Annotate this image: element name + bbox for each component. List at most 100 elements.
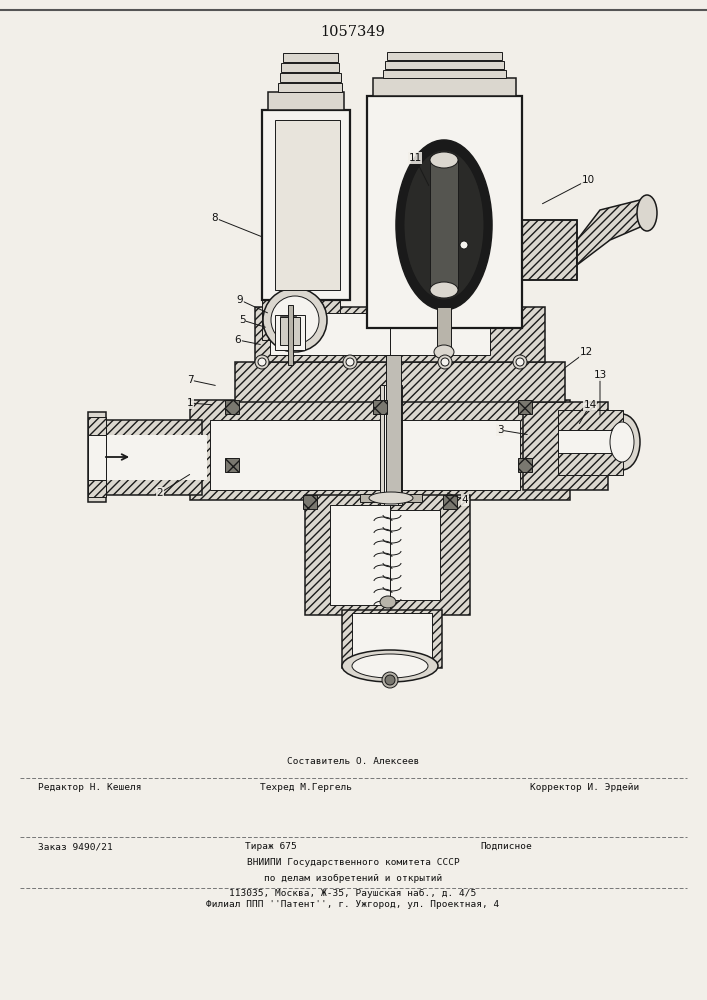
Bar [281,63,339,72]
Ellipse shape [460,241,468,249]
Bar [330,505,390,605]
Bar [88,412,106,502]
Bar [523,402,608,490]
Ellipse shape [441,358,449,366]
Bar [92,435,207,480]
Bar [283,53,337,62]
Bar [279,73,341,82]
Bar [373,78,516,96]
Ellipse shape [369,492,413,504]
Text: Подписное: Подписное [480,842,532,851]
Text: 5: 5 [239,315,245,325]
Bar [235,362,565,402]
Bar [518,458,532,472]
Text: 6: 6 [235,335,241,345]
Text: Заказ 9490/21: Заказ 9490/21 [38,842,112,851]
Text: 1057349: 1057349 [320,25,385,39]
Ellipse shape [382,672,398,688]
Bar [262,110,350,300]
Bar [303,495,317,509]
Bar [385,61,504,69]
Ellipse shape [396,140,492,310]
Bar [270,313,390,355]
Bar [268,92,344,110]
Bar [275,315,305,350]
Bar [360,494,422,502]
Text: Техред М.Гергель: Техред М.Гергель [260,783,352,792]
Text: 12: 12 [579,347,592,357]
Ellipse shape [343,355,357,369]
Bar [280,317,300,345]
Ellipse shape [271,296,319,344]
Text: Филиал ППП ''Патент'', г. Ужгород, ул. Проектная, 4: Филиал ППП ''Патент'', г. Ужгород, ул. П… [206,900,500,909]
Text: 13: 13 [593,370,607,380]
Bar [352,613,432,668]
Bar [390,510,440,600]
Text: Составитель О. Алексеев: Составитель О. Алексеев [287,757,419,766]
Bar [443,495,457,509]
Text: 113035, Москва, Ж-35, Раушская наб., д. 4/5: 113035, Москва, Ж-35, Раушская наб., д. … [229,889,477,898]
Bar [88,417,106,497]
Bar [380,385,402,505]
Ellipse shape [637,195,657,231]
Bar [400,420,520,490]
Bar [518,400,532,414]
Ellipse shape [255,355,269,369]
Bar [522,220,577,280]
Ellipse shape [513,355,527,369]
Bar [558,430,623,455]
Ellipse shape [404,150,484,300]
Polygon shape [262,300,340,340]
Text: 1: 1 [187,398,193,408]
Text: 8: 8 [211,213,218,223]
Bar [568,418,623,474]
Bar [387,52,502,60]
Bar [210,420,395,490]
Bar [280,320,296,324]
Text: 3: 3 [497,425,503,435]
Text: 4: 4 [462,495,468,505]
Bar [305,495,470,615]
Bar [225,400,239,414]
Ellipse shape [380,596,396,608]
Ellipse shape [604,414,640,470]
Bar [278,83,342,92]
Text: ВНИИПИ Государственного комитета СССР: ВНИИПИ Государственного комитета СССР [247,858,460,867]
Bar [386,355,401,500]
Bar [430,160,458,290]
Bar [280,324,296,328]
Ellipse shape [385,675,395,685]
Ellipse shape [438,355,452,369]
Bar [522,220,577,280]
Bar [288,305,293,365]
Ellipse shape [346,358,354,366]
Text: 14: 14 [583,400,597,410]
Bar [280,316,296,320]
Bar [275,120,340,290]
Ellipse shape [434,345,454,359]
Bar [390,320,490,355]
Text: 9: 9 [237,295,243,305]
Text: по делам изобретений и открытий: по делам изобретений и открытий [264,874,442,883]
Bar [384,385,398,505]
Bar [558,410,623,430]
Bar [225,458,239,472]
Bar [558,453,623,475]
Bar [280,328,296,332]
Bar [190,400,570,500]
Bar [437,307,451,352]
Ellipse shape [258,358,266,366]
Ellipse shape [430,152,458,168]
Text: Редактор Н. Кешеля: Редактор Н. Кешеля [38,783,141,792]
Ellipse shape [610,422,634,462]
Ellipse shape [263,288,327,352]
Text: 2: 2 [157,488,163,498]
Ellipse shape [516,358,524,366]
Polygon shape [577,200,645,265]
Text: 11: 11 [409,153,421,163]
Bar [255,307,545,362]
Bar [367,96,522,328]
Text: 10: 10 [581,175,595,185]
Bar [383,70,506,78]
Ellipse shape [342,650,438,682]
